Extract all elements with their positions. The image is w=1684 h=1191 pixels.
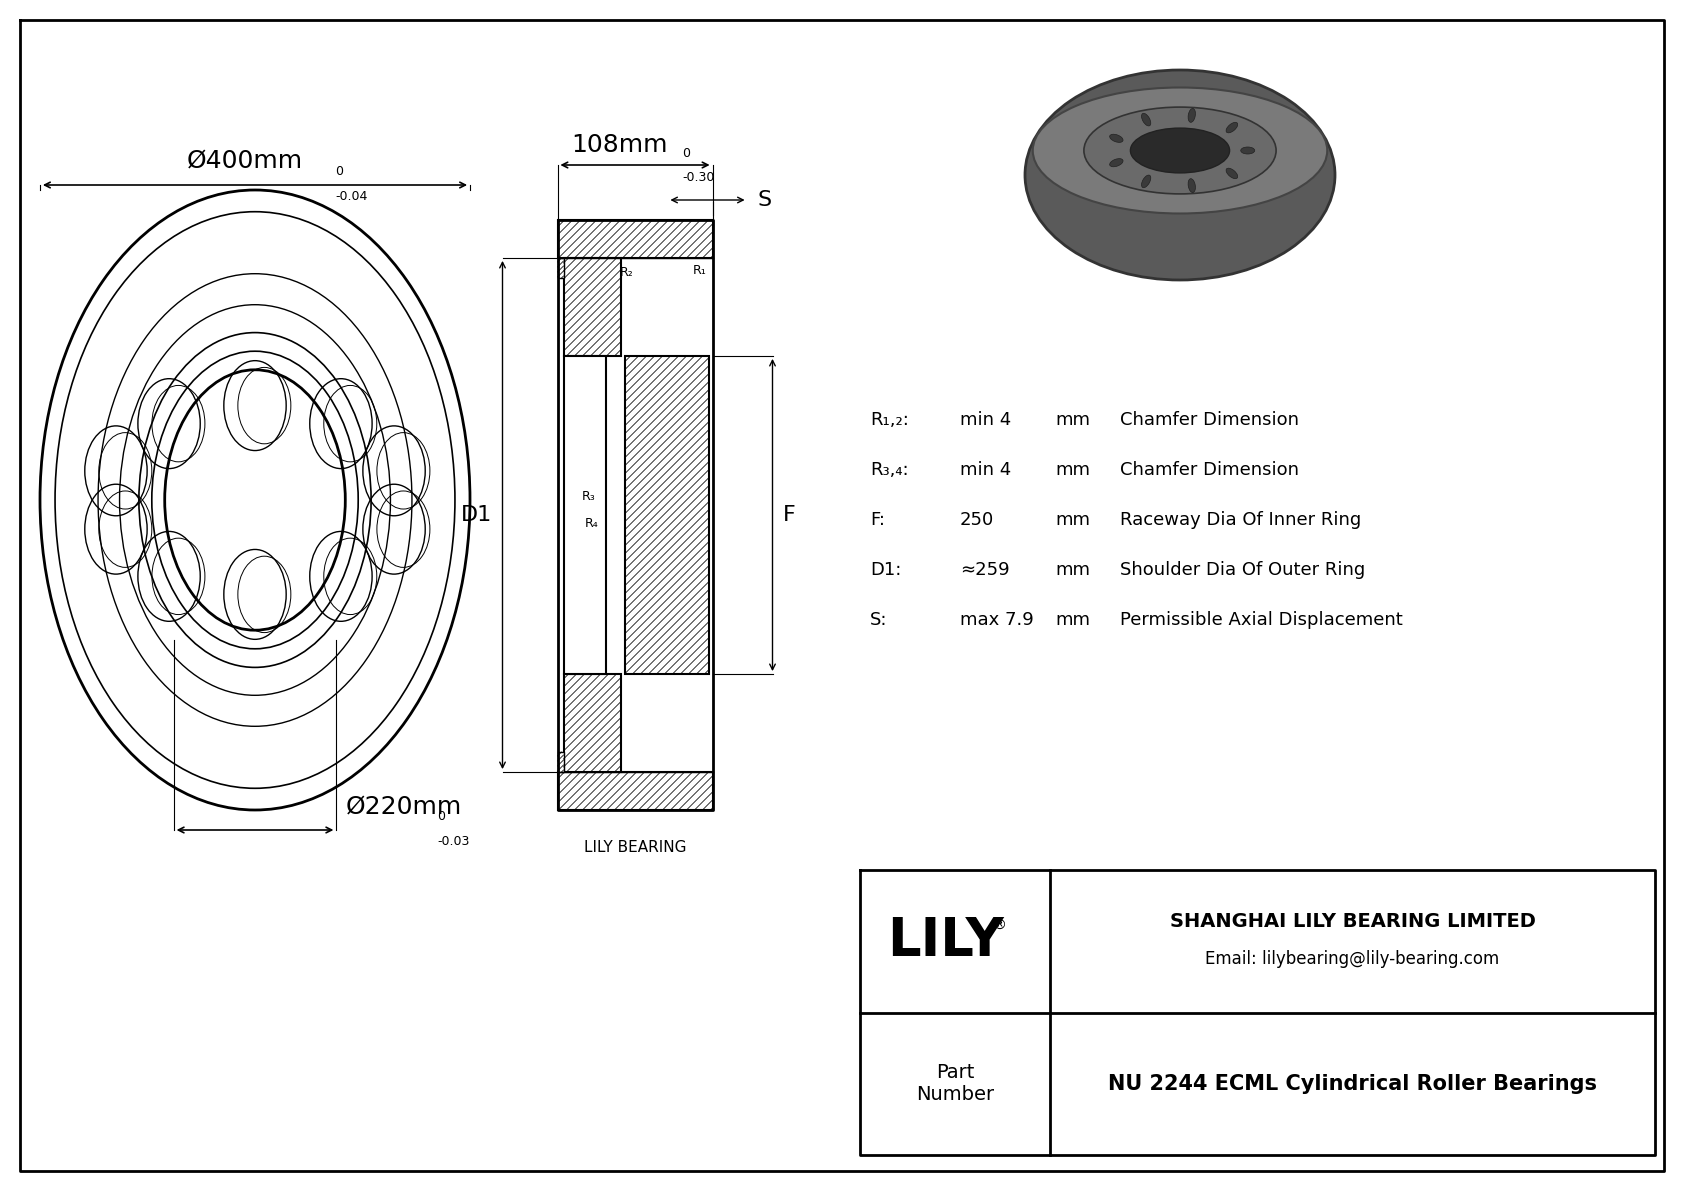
- Ellipse shape: [1189, 108, 1196, 123]
- Text: SHANGHAI LILY BEARING LIMITED: SHANGHAI LILY BEARING LIMITED: [1170, 912, 1536, 930]
- Text: R₄: R₄: [584, 517, 598, 530]
- Text: -0.30: -0.30: [682, 172, 714, 183]
- Text: 0: 0: [335, 166, 344, 177]
- FancyBboxPatch shape: [557, 772, 712, 810]
- Ellipse shape: [1032, 87, 1327, 213]
- Text: ®: ®: [992, 919, 1005, 934]
- Text: Ø400mm: Ø400mm: [187, 149, 303, 173]
- Text: S: S: [758, 191, 771, 210]
- Text: 0: 0: [438, 810, 445, 823]
- Text: 108mm: 108mm: [573, 133, 669, 157]
- Text: D1:: D1:: [871, 561, 901, 579]
- Text: Part
Number: Part Number: [916, 1064, 994, 1104]
- Bar: [564, 356, 606, 674]
- Text: NU 2244 ECML Cylindrical Roller Bearings: NU 2244 ECML Cylindrical Roller Bearings: [1108, 1074, 1596, 1093]
- Text: R₃: R₃: [581, 490, 596, 503]
- Text: ≈259: ≈259: [960, 561, 1010, 579]
- Text: R₁,₂:: R₁,₂:: [871, 411, 909, 429]
- Ellipse shape: [1142, 113, 1150, 126]
- Text: max 7.9: max 7.9: [960, 611, 1034, 629]
- Bar: [625, 356, 709, 674]
- Ellipse shape: [1110, 135, 1123, 143]
- Ellipse shape: [1226, 168, 1238, 179]
- Text: Shoulder Dia Of Outer Ring: Shoulder Dia Of Outer Ring: [1120, 561, 1366, 579]
- Ellipse shape: [1142, 175, 1150, 188]
- Ellipse shape: [1226, 123, 1238, 133]
- FancyBboxPatch shape: [557, 220, 712, 258]
- Text: 0: 0: [682, 146, 690, 160]
- Text: R₂: R₂: [620, 266, 633, 279]
- Text: mm: mm: [1054, 461, 1090, 479]
- Bar: [557, 752, 564, 772]
- Text: Permissible Axial Displacement: Permissible Axial Displacement: [1120, 611, 1403, 629]
- Text: min 4: min 4: [960, 461, 1012, 479]
- Bar: [564, 258, 620, 356]
- Ellipse shape: [1130, 129, 1229, 173]
- Text: S:: S:: [871, 611, 887, 629]
- Text: Raceway Dia Of Inner Ring: Raceway Dia Of Inner Ring: [1120, 511, 1361, 529]
- Text: mm: mm: [1054, 561, 1090, 579]
- Text: LILY BEARING: LILY BEARING: [584, 840, 687, 855]
- Text: Ø220mm: Ø220mm: [347, 794, 463, 818]
- Ellipse shape: [1241, 146, 1255, 154]
- Text: mm: mm: [1054, 511, 1090, 529]
- Text: mm: mm: [1054, 411, 1090, 429]
- Text: R₁: R₁: [692, 264, 706, 278]
- Text: min 4: min 4: [960, 411, 1012, 429]
- Text: Chamfer Dimension: Chamfer Dimension: [1120, 461, 1298, 479]
- Text: F: F: [783, 505, 795, 525]
- Text: -0.03: -0.03: [438, 835, 470, 848]
- Ellipse shape: [1110, 158, 1123, 167]
- Ellipse shape: [1189, 179, 1196, 193]
- Text: F:: F:: [871, 511, 886, 529]
- Text: 250: 250: [960, 511, 994, 529]
- Ellipse shape: [1026, 70, 1335, 280]
- Ellipse shape: [1084, 107, 1276, 194]
- Bar: [564, 674, 620, 772]
- Text: Email: lilybearing@lily-bearing.com: Email: lilybearing@lily-bearing.com: [1206, 950, 1500, 968]
- Bar: [557, 258, 564, 278]
- Text: D1: D1: [461, 505, 492, 525]
- Text: -0.04: -0.04: [335, 191, 367, 202]
- Text: LILY: LILY: [886, 915, 1004, 967]
- Text: mm: mm: [1054, 611, 1090, 629]
- Text: R₃,₄:: R₃,₄:: [871, 461, 909, 479]
- Text: Chamfer Dimension: Chamfer Dimension: [1120, 411, 1298, 429]
